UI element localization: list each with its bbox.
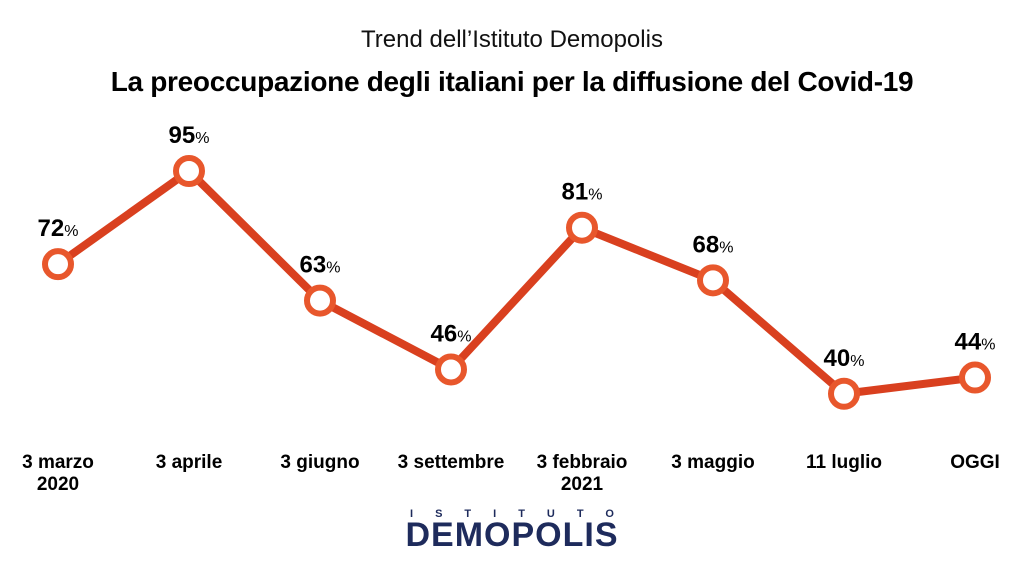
data-label: 46% [431, 320, 472, 347]
data-point-marker [42, 248, 74, 281]
logo-top-text: ISTITUTO [410, 508, 636, 520]
logo-main-text: DEMOPOLIS [405, 516, 619, 554]
chart-title: La preoccupazione degli italiani per la … [110, 66, 914, 97]
data-label: 40% [824, 345, 865, 372]
x-tick-label: 3 aprile [156, 452, 223, 473]
data-label: 95% [169, 122, 210, 149]
data-point-marker [173, 155, 205, 187]
x-tick-label: OGGI [950, 452, 1000, 473]
data-label: 72% [38, 215, 79, 242]
x-tick-label: 3 giugno [280, 452, 359, 473]
x-tick-label: 3 febbraio 2021 [537, 452, 628, 495]
data-point-marker [959, 361, 991, 394]
x-tick-label: 11 luglio [806, 452, 882, 473]
data-label: 81% [562, 179, 603, 206]
data-label: 63% [300, 252, 341, 279]
data-point-marker [828, 377, 860, 410]
x-tick-label: 3 marzo 2020 [22, 452, 94, 495]
data-point-marker [566, 211, 598, 244]
x-tick-label: 3 settembre [398, 452, 505, 473]
data-label: 44% [955, 329, 996, 356]
chart-subtitle: Trend dell’Istituto Demopolis [361, 26, 663, 53]
data-point-marker [304, 284, 336, 317]
data-point-marker [697, 264, 729, 297]
demopolis-logo: ISTITUTO DEMOPOLIS [0, 508, 1024, 555]
series-line [54, 167, 979, 398]
data-point-marker [435, 353, 467, 386]
x-tick-label: 3 maggio [671, 452, 754, 473]
data-label: 68% [693, 231, 734, 258]
